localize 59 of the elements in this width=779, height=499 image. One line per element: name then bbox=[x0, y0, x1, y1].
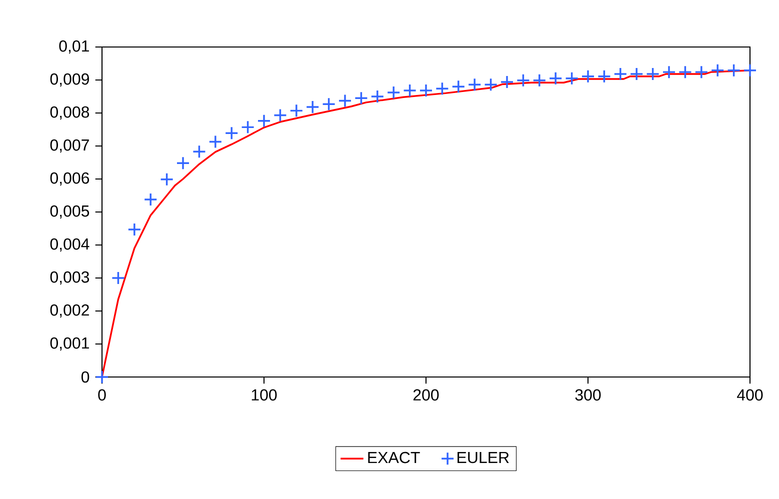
point bbox=[176, 156, 190, 170]
point bbox=[597, 69, 612, 84]
point bbox=[95, 370, 109, 384]
point bbox=[710, 64, 724, 78]
point bbox=[662, 65, 676, 79]
point bbox=[484, 78, 498, 92]
legend-label: EXACT bbox=[368, 452, 420, 464]
point bbox=[354, 91, 368, 106]
point bbox=[240, 120, 255, 134]
point bbox=[370, 90, 384, 104]
point bbox=[726, 64, 741, 78]
point bbox=[630, 67, 644, 81]
point bbox=[306, 100, 320, 114]
y-tick-label: 0,001 bbox=[50, 337, 89, 351]
point bbox=[160, 172, 174, 186]
legend-label: EULER bbox=[458, 452, 509, 464]
point bbox=[452, 80, 466, 94]
point bbox=[144, 192, 158, 206]
y-tick-label: 0,007 bbox=[50, 139, 89, 153]
y-tick-label: 0,002 bbox=[50, 304, 89, 318]
point bbox=[500, 75, 514, 89]
y-tick-label: 0,004 bbox=[50, 238, 90, 252]
point bbox=[646, 67, 660, 81]
x-tick-label: 200 bbox=[413, 389, 439, 401]
x-tick-label: 400 bbox=[737, 389, 763, 401]
point bbox=[694, 65, 708, 79]
y-tick-label: 0,003 bbox=[50, 271, 90, 285]
point bbox=[273, 108, 288, 122]
point bbox=[322, 97, 336, 111]
point bbox=[435, 82, 450, 96]
point bbox=[468, 78, 482, 92]
y-tick-label: 0,005 bbox=[50, 205, 90, 219]
point bbox=[614, 67, 628, 81]
point bbox=[678, 65, 692, 79]
point bbox=[581, 69, 595, 84]
point bbox=[111, 271, 126, 285]
x-tick-label: 300 bbox=[575, 389, 601, 401]
point bbox=[290, 104, 304, 118]
point bbox=[516, 73, 530, 88]
x-tick-label: 100 bbox=[252, 389, 277, 401]
point bbox=[548, 71, 562, 86]
point bbox=[192, 144, 206, 158]
x-tick-label: 0 bbox=[98, 389, 106, 401]
y-tick-label: 0,006 bbox=[50, 172, 90, 186]
point bbox=[128, 222, 142, 236]
point bbox=[224, 126, 238, 140]
y-tick-label: 0 bbox=[81, 371, 90, 383]
y-tick-label: 0,01 bbox=[59, 40, 89, 54]
point bbox=[257, 114, 271, 128]
y-tick-label: 0,008 bbox=[50, 106, 90, 120]
point bbox=[402, 84, 417, 98]
y-tick-label: 0,009 bbox=[50, 73, 89, 87]
point bbox=[208, 134, 222, 149]
point bbox=[564, 71, 579, 86]
point bbox=[532, 73, 546, 88]
point bbox=[338, 94, 352, 108]
point bbox=[419, 84, 433, 98]
point bbox=[386, 86, 400, 100]
point bbox=[743, 64, 757, 78]
